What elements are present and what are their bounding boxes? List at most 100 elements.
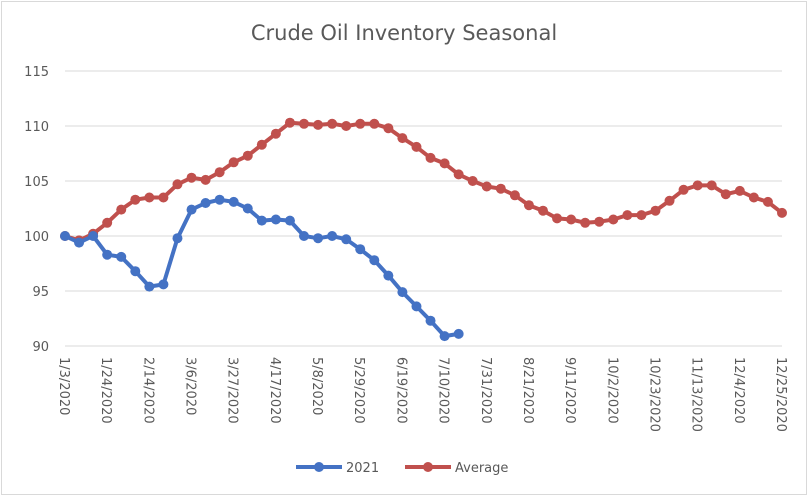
data-point-average xyxy=(116,204,127,215)
x-tick-label: 10/23/2020 xyxy=(646,357,661,432)
data-point-2021 xyxy=(439,331,450,342)
legend-marker-average xyxy=(423,462,433,472)
data-point-average xyxy=(762,196,773,207)
data-point-average xyxy=(200,174,211,185)
data-point-average xyxy=(692,180,703,191)
data-point-average xyxy=(299,118,309,129)
data-point-average xyxy=(270,128,281,139)
y-tick-label: 95 xyxy=(32,285,49,300)
data-point-average xyxy=(425,152,436,163)
data-point-2021 xyxy=(200,198,211,208)
data-point-average xyxy=(734,185,745,196)
data-point-2021 xyxy=(313,233,324,244)
data-point-2021 xyxy=(214,194,225,205)
data-point-average xyxy=(397,133,408,144)
data-point-average xyxy=(748,192,759,203)
data-point-average xyxy=(369,118,380,129)
data-point-average xyxy=(453,169,464,180)
data-point-2021 xyxy=(284,215,295,226)
data-point-2021 xyxy=(130,266,141,277)
data-point-average xyxy=(777,207,787,218)
data-point-average xyxy=(158,192,169,203)
data-point-2021 xyxy=(158,279,169,290)
data-point-2021 xyxy=(327,231,338,241)
x-tick-label: 5/8/2020 xyxy=(309,357,324,415)
data-point-2021 xyxy=(186,204,197,215)
x-tick-label: 3/6/2020 xyxy=(183,357,198,415)
data-point-average xyxy=(678,184,689,195)
legend-label-average: Average xyxy=(455,461,508,476)
data-point-2021 xyxy=(270,214,281,225)
data-point-2021 xyxy=(411,301,422,312)
data-point-average xyxy=(383,123,394,134)
x-tick-label: 12/25/2020 xyxy=(773,357,788,432)
data-point-average xyxy=(355,118,366,129)
data-point-average xyxy=(552,213,563,224)
y-tick-label: 110 xyxy=(24,120,49,135)
data-point-average xyxy=(580,217,591,228)
data-point-2021 xyxy=(228,196,239,207)
x-tick-label: 12/4/2020 xyxy=(731,357,746,424)
data-point-average xyxy=(706,180,717,191)
data-point-average xyxy=(172,179,183,190)
data-point-2021 xyxy=(355,244,366,255)
data-point-2021 xyxy=(383,270,394,281)
data-point-2021 xyxy=(341,234,352,245)
data-point-2021 xyxy=(144,281,155,292)
legend: 2021 Average xyxy=(296,461,508,476)
y-tick-label: 105 xyxy=(24,175,49,190)
data-point-average xyxy=(594,216,605,227)
data-point-2021 xyxy=(102,249,113,260)
data-point-average xyxy=(327,118,338,129)
data-point-average xyxy=(481,181,492,192)
data-point-average xyxy=(467,176,478,186)
data-point-average xyxy=(313,119,324,130)
x-tick-label: 6/19/2020 xyxy=(393,357,408,424)
data-point-2021 xyxy=(172,233,183,244)
y-axis-tick-labels: 90 95 100 105 110 115 xyxy=(24,65,49,355)
data-point-2021 xyxy=(369,255,380,266)
data-point-average xyxy=(242,150,253,161)
data-point-average xyxy=(102,217,113,228)
data-point-2021 xyxy=(397,287,408,298)
x-tick-label: 9/11/2020 xyxy=(562,357,577,424)
x-tick-label: 2/14/2020 xyxy=(140,357,155,424)
x-tick-label: 3/27/2020 xyxy=(225,357,240,424)
legend-marker-2021 xyxy=(314,462,324,472)
data-series xyxy=(60,117,787,342)
data-point-2021 xyxy=(453,328,464,339)
data-point-average xyxy=(622,210,633,221)
gridlines xyxy=(65,70,782,347)
x-tick-label: 7/10/2020 xyxy=(436,357,451,424)
data-point-2021 xyxy=(74,237,85,248)
data-point-average xyxy=(214,167,225,178)
data-point-average xyxy=(650,205,661,216)
data-point-2021 xyxy=(299,231,309,241)
data-point-average xyxy=(256,139,267,150)
data-point-average xyxy=(608,214,619,225)
data-point-average xyxy=(186,172,197,183)
data-point-average xyxy=(538,205,548,216)
data-point-average xyxy=(523,200,534,211)
x-tick-label: 1/24/2020 xyxy=(98,357,113,424)
legend-label-2021: 2021 xyxy=(346,461,379,476)
chart-title: Crude Oil Inventory Seasonal xyxy=(251,21,557,45)
y-tick-label: 90 xyxy=(32,340,49,355)
x-tick-label: 10/2/2020 xyxy=(604,357,619,424)
data-point-average xyxy=(228,157,239,168)
x-tick-label: 11/13/2020 xyxy=(689,357,704,432)
data-point-average xyxy=(636,210,647,221)
data-point-average xyxy=(509,190,520,201)
x-axis-tick-labels: 1/3/2020 1/24/2020 2/14/2020 3/6/2020 3/27/2… xyxy=(56,357,788,432)
data-point-average xyxy=(566,214,577,225)
data-point-average xyxy=(130,194,141,205)
x-tick-label: 1/3/2020 xyxy=(56,357,71,415)
data-point-average xyxy=(284,117,295,128)
data-point-average xyxy=(411,141,422,152)
x-tick-label: 8/21/2020 xyxy=(520,357,535,424)
data-point-2021 xyxy=(88,231,99,241)
data-point-2021 xyxy=(425,315,436,326)
data-point-2021 xyxy=(60,231,70,241)
